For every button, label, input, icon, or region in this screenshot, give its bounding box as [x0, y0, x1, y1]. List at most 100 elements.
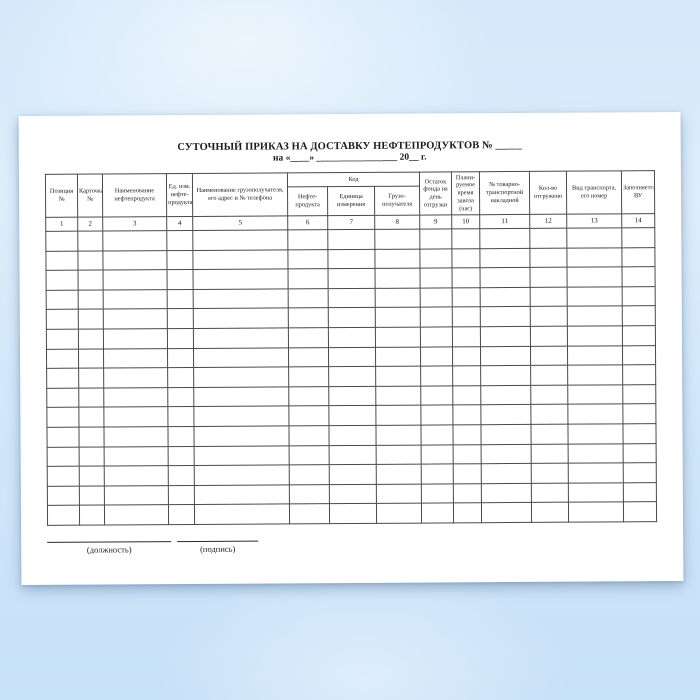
empty-cell	[103, 387, 168, 408]
empty-cell	[481, 483, 532, 504]
empty-cell	[167, 289, 194, 309]
empty-cell	[104, 465, 169, 486]
col-header-fund-balance: Остаток фонда на день отгрузки	[419, 171, 452, 216]
empty-cell	[480, 365, 531, 386]
empty-cell	[420, 366, 453, 386]
empty-cell	[567, 404, 623, 425]
empty-cell	[420, 405, 453, 426]
column-number: 7	[327, 215, 375, 230]
column-number: 1	[45, 217, 78, 232]
empty-cell	[622, 266, 656, 287]
empty-cell	[167, 426, 195, 447]
empty-cell	[78, 426, 105, 447]
empty-cell	[375, 366, 421, 387]
empty-cell	[567, 267, 623, 287]
empty-cell	[289, 503, 330, 524]
empty-cell	[420, 424, 454, 445]
empty-cell	[167, 269, 194, 290]
empty-cell	[452, 405, 481, 425]
empty-cell	[78, 368, 104, 388]
empty-cell	[623, 462, 657, 483]
col-header-filled-by-vu: Заполняется ВУ	[621, 170, 655, 214]
empty-cell	[77, 250, 104, 271]
empty-cell	[79, 485, 105, 506]
delivery-order-table: Позиция № Карточка № Наименование нефтеп…	[44, 170, 658, 526]
empty-cell	[623, 482, 657, 503]
empty-cell	[376, 483, 422, 504]
empty-cell	[193, 327, 289, 349]
empty-cell	[46, 368, 79, 389]
empty-cell	[104, 504, 169, 525]
empty-cell	[328, 366, 376, 387]
column-number: 10	[451, 214, 480, 229]
column-number: 3	[102, 216, 167, 232]
empty-cell	[328, 346, 376, 367]
empty-cell	[568, 482, 624, 503]
empty-cell	[103, 426, 169, 447]
title-block: СУТОЧНЫЙ ПРИКАЗ НА ДОСТАВКУ НЕФТЕПРОДУКТ…	[19, 112, 681, 167]
empty-cell	[328, 307, 376, 328]
column-number: 2	[77, 217, 103, 232]
empty-cell	[453, 444, 482, 465]
empty-cell	[451, 228, 480, 249]
empty-cell	[481, 502, 532, 523]
column-number: 9	[419, 214, 452, 230]
empty-cell	[328, 268, 376, 289]
empty-cell	[623, 501, 657, 522]
empty-cell	[622, 403, 656, 424]
empty-cell	[480, 424, 532, 445]
empty-cell	[78, 289, 104, 310]
empty-cell	[420, 287, 453, 308]
empty-cell	[568, 443, 624, 464]
empty-cell	[530, 424, 569, 444]
empty-cell	[480, 345, 531, 366]
empty-cell	[102, 250, 168, 271]
empty-cell	[419, 248, 453, 269]
empty-cell	[78, 348, 104, 369]
empty-cell	[480, 287, 531, 308]
empty-cell	[480, 306, 531, 327]
col-header-planned-delivery-time: Плани-руемое время завоза (час)	[451, 171, 480, 215]
empty-cell	[452, 365, 481, 386]
empty-cell	[451, 248, 481, 269]
empty-cell	[288, 327, 329, 348]
empty-cell	[453, 483, 482, 504]
empty-cell	[452, 307, 481, 327]
empty-cell	[327, 229, 375, 250]
empty-cell	[167, 367, 194, 388]
empty-cell	[328, 425, 377, 446]
column-number: 13	[566, 213, 622, 229]
empty-cell	[567, 364, 623, 385]
empty-cell	[46, 407, 79, 428]
empty-cell	[103, 289, 168, 310]
empty-cell	[79, 505, 105, 526]
empty-cell	[168, 485, 195, 505]
empty-cell	[194, 504, 290, 525]
empty-cell	[46, 427, 80, 447]
empty-cell	[288, 308, 329, 328]
empty-cell	[328, 288, 376, 309]
signature-label: (подпись)	[200, 543, 236, 554]
empty-cell	[329, 444, 377, 465]
empty-cell	[622, 325, 656, 346]
empty-cell	[530, 306, 568, 327]
empty-cell	[530, 345, 568, 366]
empty-cell	[288, 425, 330, 446]
empty-cell	[567, 306, 623, 327]
col-group-code: Код	[287, 172, 420, 187]
empty-cell	[288, 366, 329, 387]
empty-cell	[481, 463, 532, 484]
empty-cell	[530, 326, 568, 346]
empty-cell	[288, 268, 329, 289]
empty-cell	[288, 347, 329, 368]
empty-cell	[47, 446, 80, 467]
empty-cell	[104, 446, 169, 467]
empty-cell	[452, 385, 481, 406]
empty-cell	[453, 503, 482, 523]
empty-cell	[375, 327, 421, 347]
empty-cell	[420, 326, 453, 347]
empty-cell	[46, 387, 79, 408]
empty-cell	[46, 348, 79, 369]
empty-cell	[103, 308, 168, 329]
empty-cell	[78, 407, 104, 428]
